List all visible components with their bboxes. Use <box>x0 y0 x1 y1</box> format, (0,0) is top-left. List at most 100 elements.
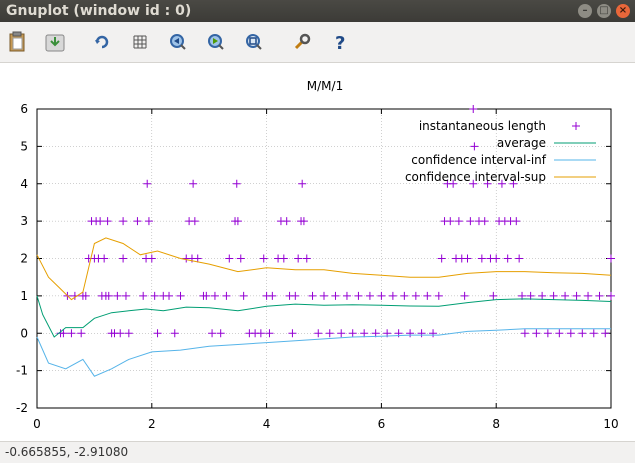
data-point <box>337 329 346 338</box>
data-point <box>437 254 446 263</box>
grid-icon <box>133 35 147 49</box>
x-tick-label: 2 <box>148 417 156 431</box>
data-point <box>291 291 300 300</box>
data-point <box>555 329 564 338</box>
series-layer <box>36 105 615 377</box>
data-point <box>477 254 486 263</box>
data-point <box>59 329 68 338</box>
data-point <box>423 291 432 300</box>
data-point <box>434 291 443 300</box>
legend-label: average <box>497 136 546 150</box>
data-point <box>377 291 386 300</box>
grid-button[interactable] <box>127 29 153 55</box>
copy-to-clipboard-button[interactable] <box>4 29 30 55</box>
data-point <box>259 254 268 263</box>
data-point <box>360 329 369 338</box>
data-point <box>411 291 420 300</box>
data-point <box>512 217 521 226</box>
data-point <box>147 254 156 263</box>
data-point <box>67 329 76 338</box>
data-point <box>193 254 202 263</box>
data-point <box>225 254 234 263</box>
data-point <box>497 179 506 188</box>
legend-marker <box>572 122 580 130</box>
data-point <box>189 179 198 188</box>
help-icon: ? <box>335 33 345 51</box>
data-point <box>144 217 153 226</box>
data-point <box>469 179 478 188</box>
export-button[interactable] <box>42 29 68 55</box>
options-wrench-icon <box>294 33 311 50</box>
chart-title: M/M/1 <box>307 79 343 93</box>
data-point <box>607 254 615 263</box>
data-point <box>449 179 458 188</box>
data-point <box>77 329 86 338</box>
data-point <box>298 179 307 188</box>
data-point <box>417 329 426 338</box>
data-point <box>470 142 479 151</box>
data-point <box>549 291 558 300</box>
series-line-2 <box>36 328 611 377</box>
data-point <box>538 291 547 300</box>
data-point <box>463 254 472 263</box>
chart[interactable]: M/M/1 0 2 4 6 8 10 -2 -1 0 1 2 3 4 5 6 instantaneous l… <box>0 63 635 441</box>
data-point <box>104 291 113 300</box>
y-tick-label: 6 <box>20 102 28 116</box>
svg-text:?: ? <box>335 33 345 51</box>
y-tick-label: 1 <box>20 289 28 303</box>
data-point <box>460 291 469 300</box>
y-tick-label: 3 <box>20 214 28 228</box>
data-point <box>429 329 438 338</box>
export-icon <box>45 34 65 52</box>
copy-to-clipboard-icon <box>9 31 25 52</box>
data-point <box>139 291 148 300</box>
data-point <box>480 217 489 226</box>
data-point <box>190 217 199 226</box>
series-line-3 <box>36 237 612 301</box>
replot-button[interactable] <box>89 29 115 55</box>
data-point <box>81 291 90 300</box>
data-point <box>354 291 363 300</box>
data-point <box>265 329 274 338</box>
data-point <box>294 254 303 263</box>
data-point <box>143 179 152 188</box>
data-point <box>520 329 529 338</box>
data-point <box>121 291 130 300</box>
autoscale-button[interactable] <box>241 29 267 55</box>
help-button[interactable]: ? <box>327 29 353 55</box>
y-tick-label: 2 <box>20 252 28 266</box>
replot-icon <box>95 35 109 49</box>
y-tick-label: -2 <box>16 401 28 415</box>
close-button[interactable]: × <box>616 4 630 18</box>
data-point <box>165 291 174 300</box>
y-tick-label: -1 <box>16 364 28 378</box>
data-point <box>483 179 492 188</box>
data-point <box>406 329 415 338</box>
y-tick-label: 5 <box>20 139 28 153</box>
data-point <box>222 291 231 300</box>
data-point <box>572 291 581 300</box>
data-point <box>589 329 598 338</box>
data-point <box>331 291 340 300</box>
data-point <box>446 217 455 226</box>
minimize-button[interactable]: – <box>578 4 592 18</box>
data-point <box>116 329 125 338</box>
data-point <box>113 291 122 300</box>
data-point <box>103 217 112 226</box>
y-tick-label: 4 <box>20 177 28 191</box>
x-tick-label: 4 <box>263 417 271 431</box>
plot-area[interactable]: M/M/1 0 2 4 6 8 10 -2 -1 0 1 2 3 4 5 6 instantaneous l… <box>0 63 635 441</box>
options-button[interactable] <box>289 29 315 55</box>
data-point <box>601 329 610 338</box>
data-point <box>236 254 245 263</box>
data-point <box>208 329 217 338</box>
data-point <box>325 329 334 338</box>
autoscale-icon <box>246 34 262 50</box>
data-point <box>232 179 241 188</box>
zoom-next-button[interactable] <box>203 29 229 55</box>
data-point <box>288 329 297 338</box>
zoom-previous-button[interactable] <box>165 29 191 55</box>
data-point <box>595 291 604 300</box>
data-point <box>100 254 109 263</box>
maximize-button[interactable]: □ <box>597 4 611 18</box>
